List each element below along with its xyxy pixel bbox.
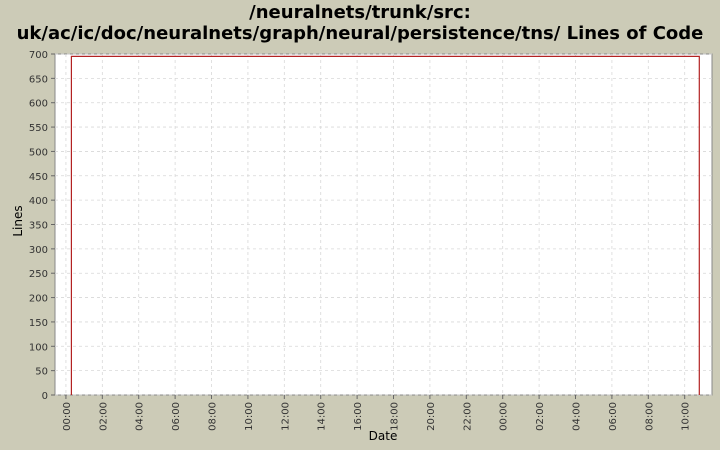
x-tick-label: 02:00 [98, 402, 109, 431]
grid-lines [55, 53, 712, 396]
x-tick-label: 08:00 [208, 402, 219, 431]
y-tick-label: 150 [29, 318, 48, 329]
y-tick-label: 350 [29, 221, 48, 232]
chart-title-line1: /neuralnets/trunk/src: [249, 2, 471, 23]
y-tick-label: 400 [29, 196, 48, 207]
x-tick-label: 00:00 [62, 402, 73, 431]
series-group [70, 55, 700, 395]
y-tick-label: 650 [29, 74, 48, 85]
y-tick-label: 100 [29, 342, 48, 353]
y-tick-label: 600 [29, 99, 48, 110]
y-tick-label: 550 [29, 123, 48, 134]
x-tick-label: 18:00 [390, 402, 401, 431]
y-tick-label: 300 [29, 245, 48, 256]
x-tick-label: 00:00 [499, 402, 510, 431]
x-tick-label: 20:00 [426, 402, 437, 431]
x-tick-label: 02:00 [535, 402, 546, 431]
series-line [70, 55, 700, 395]
x-tick-label: 06:00 [608, 402, 619, 431]
x-tick-label: 10:00 [244, 402, 255, 431]
x-tick-label: 10:00 [681, 402, 692, 431]
x-tick-label: 08:00 [644, 402, 655, 431]
x-tick-label: 04:00 [135, 402, 146, 431]
x-tick-label: 04:00 [572, 402, 583, 431]
y-tick-label: 50 [35, 367, 48, 378]
x-tick-label: 14:00 [317, 402, 328, 431]
y-tick-label: 700 [29, 50, 48, 61]
x-tick-label: 06:00 [171, 402, 182, 431]
y-tick-label: 500 [29, 147, 48, 158]
x-axis: 00:00 02:00 04:00 06:00 08:00 10:00 12:00 14:00… [62, 395, 692, 431]
y-axis-label: Lines [11, 205, 25, 236]
y-axis: 0 50 100 150 200 250 300 350 400 450 500 550 600 650 7… [29, 50, 55, 402]
chart-title-line2: uk/ac/ic/doc/neuralnets/graph/neural/per… [16, 23, 704, 44]
x-tick-label: 12:00 [280, 402, 291, 431]
y-tick-label: 0 [42, 391, 48, 402]
y-tick-label: 200 [29, 294, 48, 305]
y-tick-label: 450 [29, 172, 48, 183]
x-tick-label: 22:00 [462, 402, 473, 431]
x-axis-label: Date [369, 429, 398, 443]
x-tick-label: 16:00 [353, 402, 364, 431]
y-tick-label: 250 [29, 269, 48, 280]
